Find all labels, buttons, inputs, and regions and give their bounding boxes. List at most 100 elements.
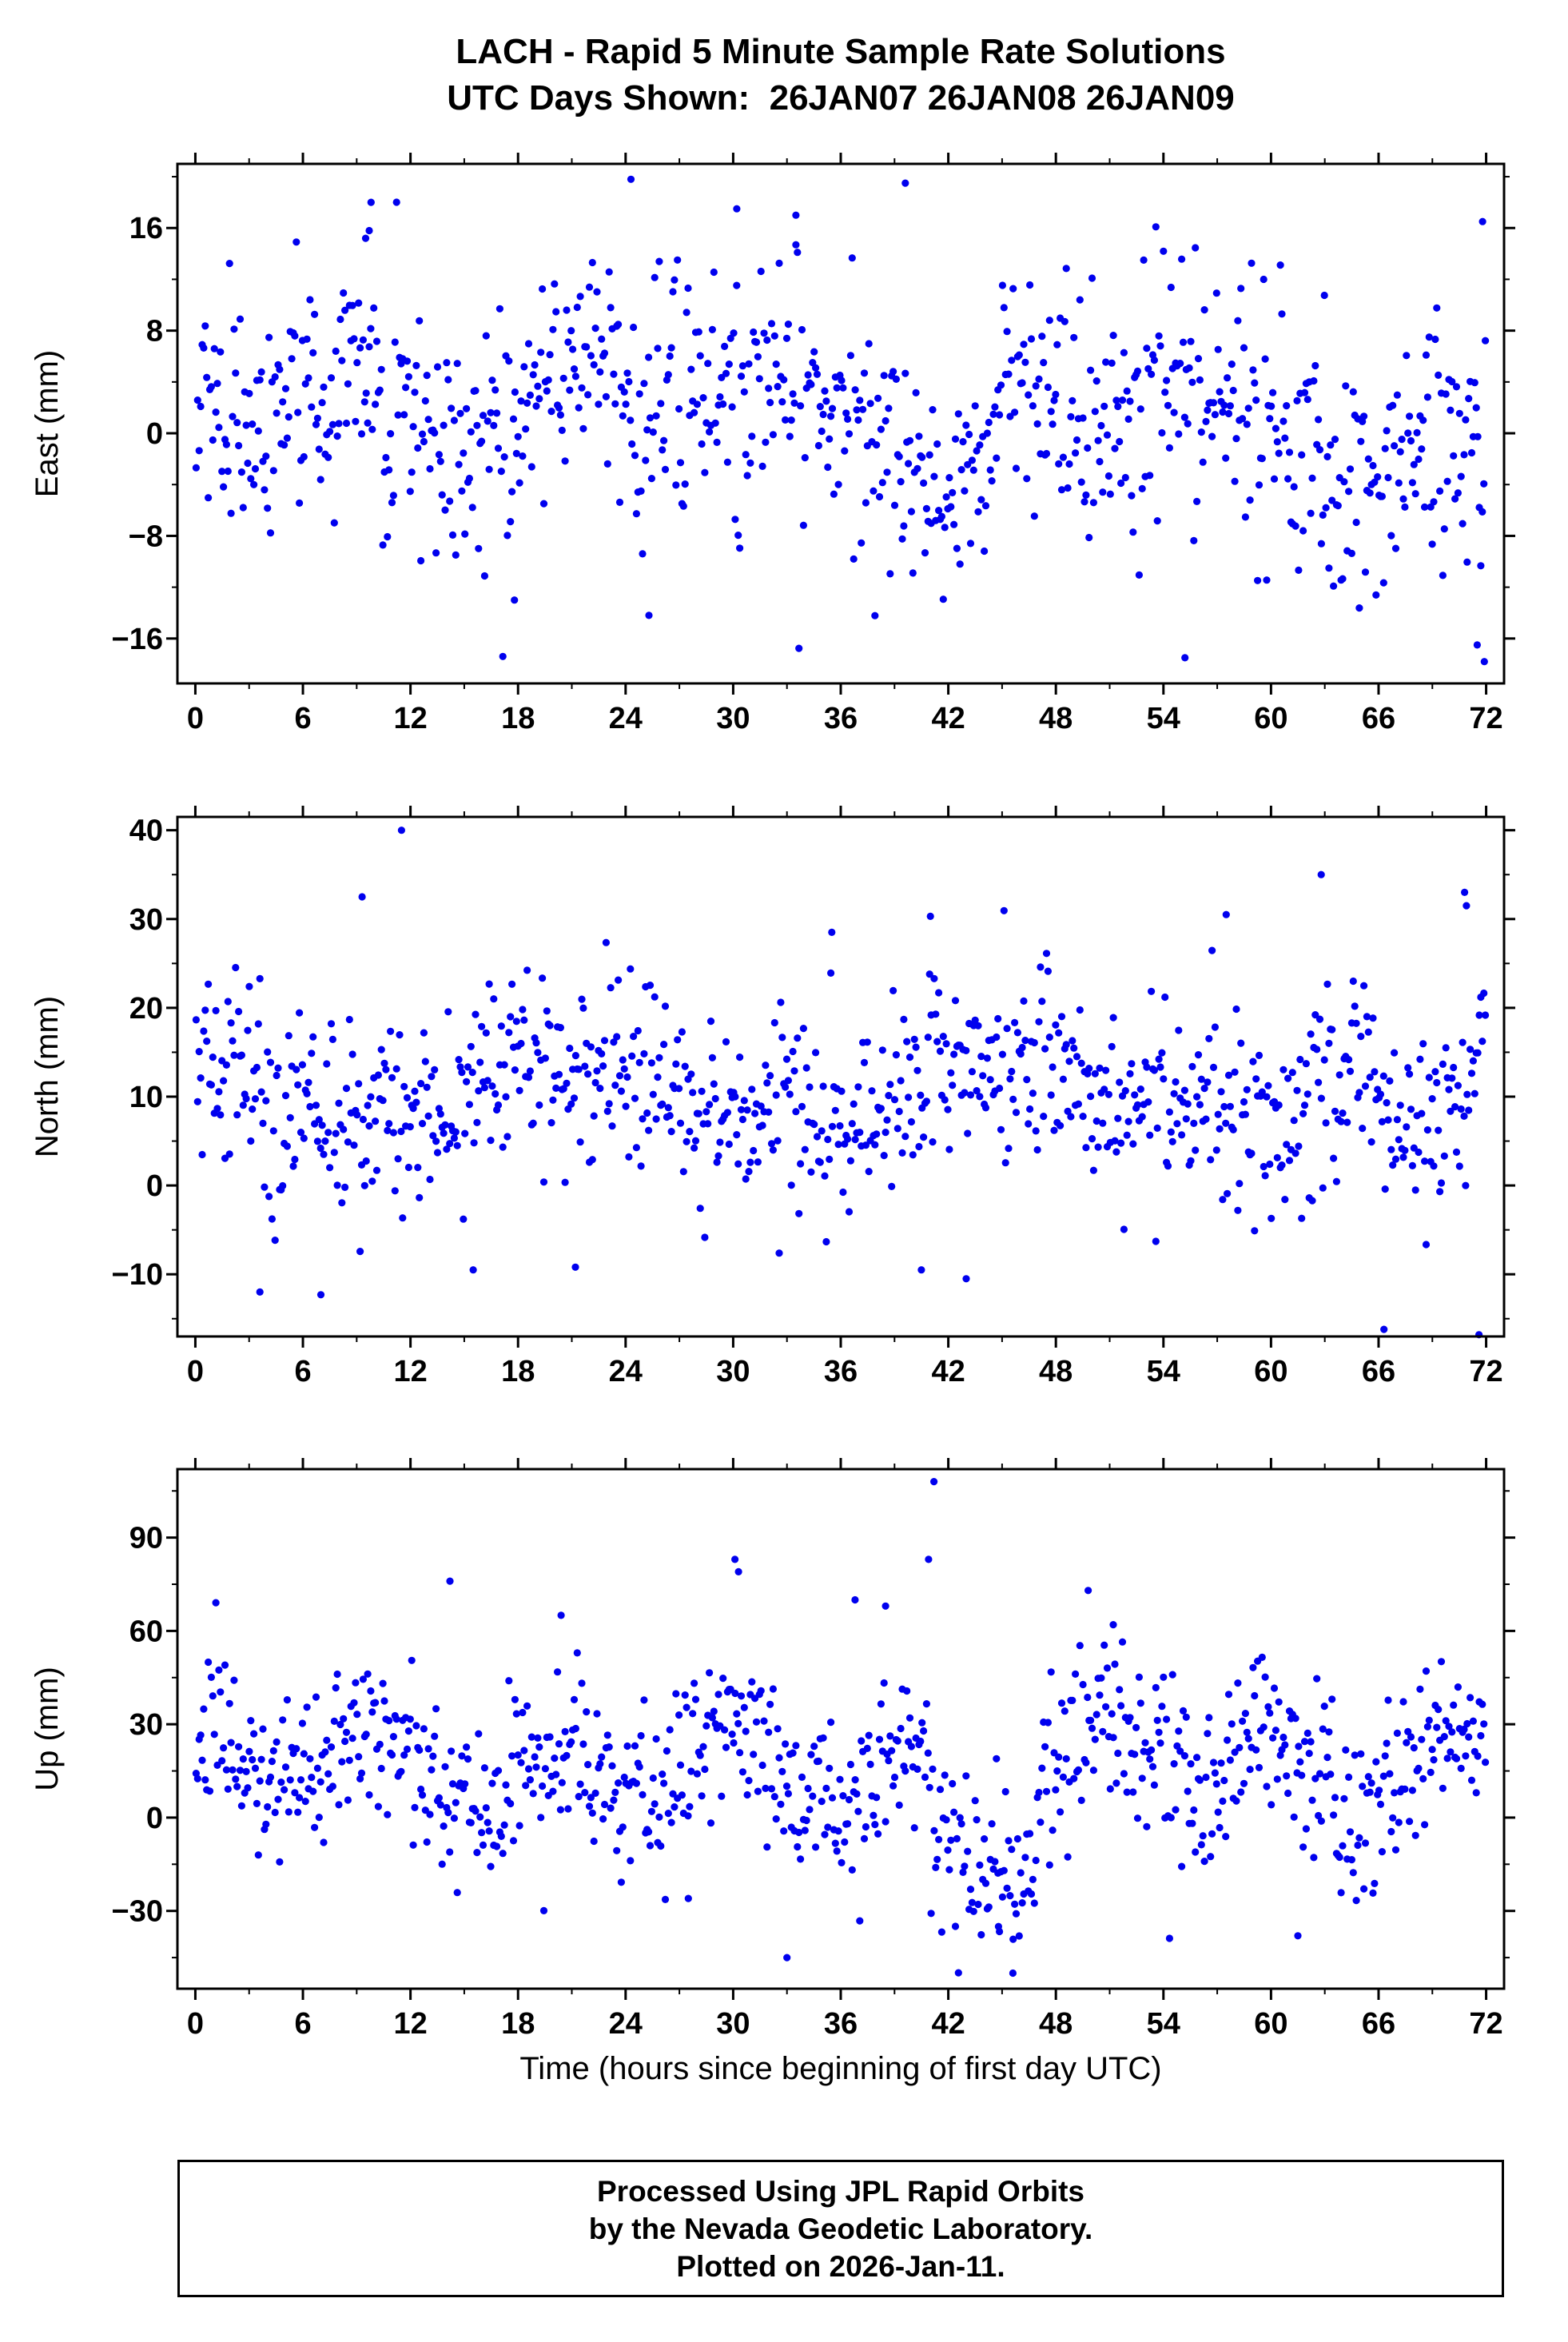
data-point (458, 1752, 466, 1760)
data-point (1249, 366, 1257, 374)
data-point (866, 400, 874, 408)
data-point (925, 1783, 933, 1791)
data-point (797, 1160, 805, 1168)
data-point (436, 1801, 444, 1809)
data-point (1482, 337, 1490, 345)
data-point (1395, 1136, 1403, 1144)
data-point (903, 1038, 911, 1046)
data-point (384, 532, 392, 541)
data-point (230, 325, 238, 333)
data-point (922, 1700, 930, 1708)
data-point (1248, 259, 1256, 267)
data-point (683, 309, 690, 317)
data-point (281, 441, 289, 449)
data-point (1167, 283, 1175, 292)
data-point (418, 1791, 427, 1799)
data-point (344, 1138, 352, 1146)
data-point (1411, 1831, 1419, 1839)
data-point (1437, 1179, 1446, 1187)
data-point (547, 407, 555, 416)
data-point (1076, 296, 1084, 304)
data-point (639, 1115, 647, 1123)
data-point (1307, 1030, 1315, 1038)
data-point (296, 1776, 305, 1784)
data-point (324, 1770, 332, 1778)
data-point (1347, 1856, 1355, 1864)
data-point (1403, 1739, 1411, 1747)
data-point (209, 436, 217, 444)
data-point (968, 1898, 976, 1906)
data-point (1208, 946, 1216, 954)
data-point (1049, 1063, 1057, 1071)
data-point (763, 1843, 771, 1851)
data-point (678, 1791, 686, 1799)
data-point (860, 1058, 869, 1066)
data-point (1349, 388, 1357, 396)
data-point (1342, 1746, 1350, 1754)
data-point (304, 374, 312, 382)
data-point (1355, 604, 1363, 612)
data-point (505, 1029, 513, 1037)
data-point (564, 1805, 572, 1813)
data-point (1290, 1117, 1298, 1125)
data-point (1144, 364, 1152, 372)
data-point (1111, 1660, 1119, 1668)
data-point (520, 1747, 528, 1755)
data-point (1366, 1788, 1374, 1796)
data-point (966, 1886, 975, 1894)
data-point (1084, 444, 1092, 452)
data-point (274, 1064, 282, 1072)
data-point (332, 1684, 340, 1692)
data-point (1079, 414, 1087, 422)
data-point (423, 372, 431, 380)
data-point (721, 1726, 729, 1734)
data-point (786, 1090, 794, 1098)
data-point (1433, 1723, 1441, 1731)
data-point (623, 1073, 631, 1081)
data-point (300, 1750, 308, 1758)
data-point (846, 1760, 854, 1769)
data-point (686, 1802, 694, 1810)
data-point (344, 1796, 352, 1804)
data-point (491, 1089, 499, 1098)
data-point (279, 1716, 287, 1724)
data-point (1261, 1172, 1269, 1180)
data-point (774, 1137, 782, 1145)
x-tick-label: 48 (1039, 1355, 1073, 1388)
data-point (890, 501, 899, 509)
data-point (296, 1129, 305, 1137)
data-point (937, 1928, 945, 1936)
data-point (848, 1866, 856, 1874)
data-point (617, 1087, 626, 1095)
data-point (1035, 1788, 1043, 1797)
data-point (765, 1728, 773, 1736)
data-point (1410, 460, 1418, 468)
data-point (367, 325, 375, 333)
data-point (529, 371, 537, 379)
data-point (868, 1087, 876, 1095)
data-point (760, 329, 768, 337)
data-point (988, 477, 996, 485)
x-tick-label: 36 (824, 2007, 858, 2041)
data-point (291, 1789, 299, 1797)
data-point (666, 1726, 674, 1734)
data-point (431, 1065, 439, 1073)
data-point-outlier (733, 205, 741, 213)
processing-info-box: Processed Using JPL Rapid Orbits by the … (177, 2160, 1504, 2297)
data-point (1180, 1752, 1188, 1760)
data-point (722, 369, 730, 377)
data-point (989, 410, 997, 418)
data-point (905, 460, 913, 468)
data-point (1232, 1797, 1240, 1805)
data-point (416, 1193, 424, 1201)
data-point (661, 465, 670, 474)
data-point (402, 384, 410, 392)
data-point (261, 486, 269, 494)
data-point (330, 519, 338, 527)
data-point (1278, 1161, 1286, 1169)
data-point (1254, 576, 1262, 584)
data-point (804, 371, 812, 379)
data-point-outlier (930, 1478, 938, 1486)
data-point (468, 1069, 476, 1077)
data-point (567, 1738, 575, 1746)
